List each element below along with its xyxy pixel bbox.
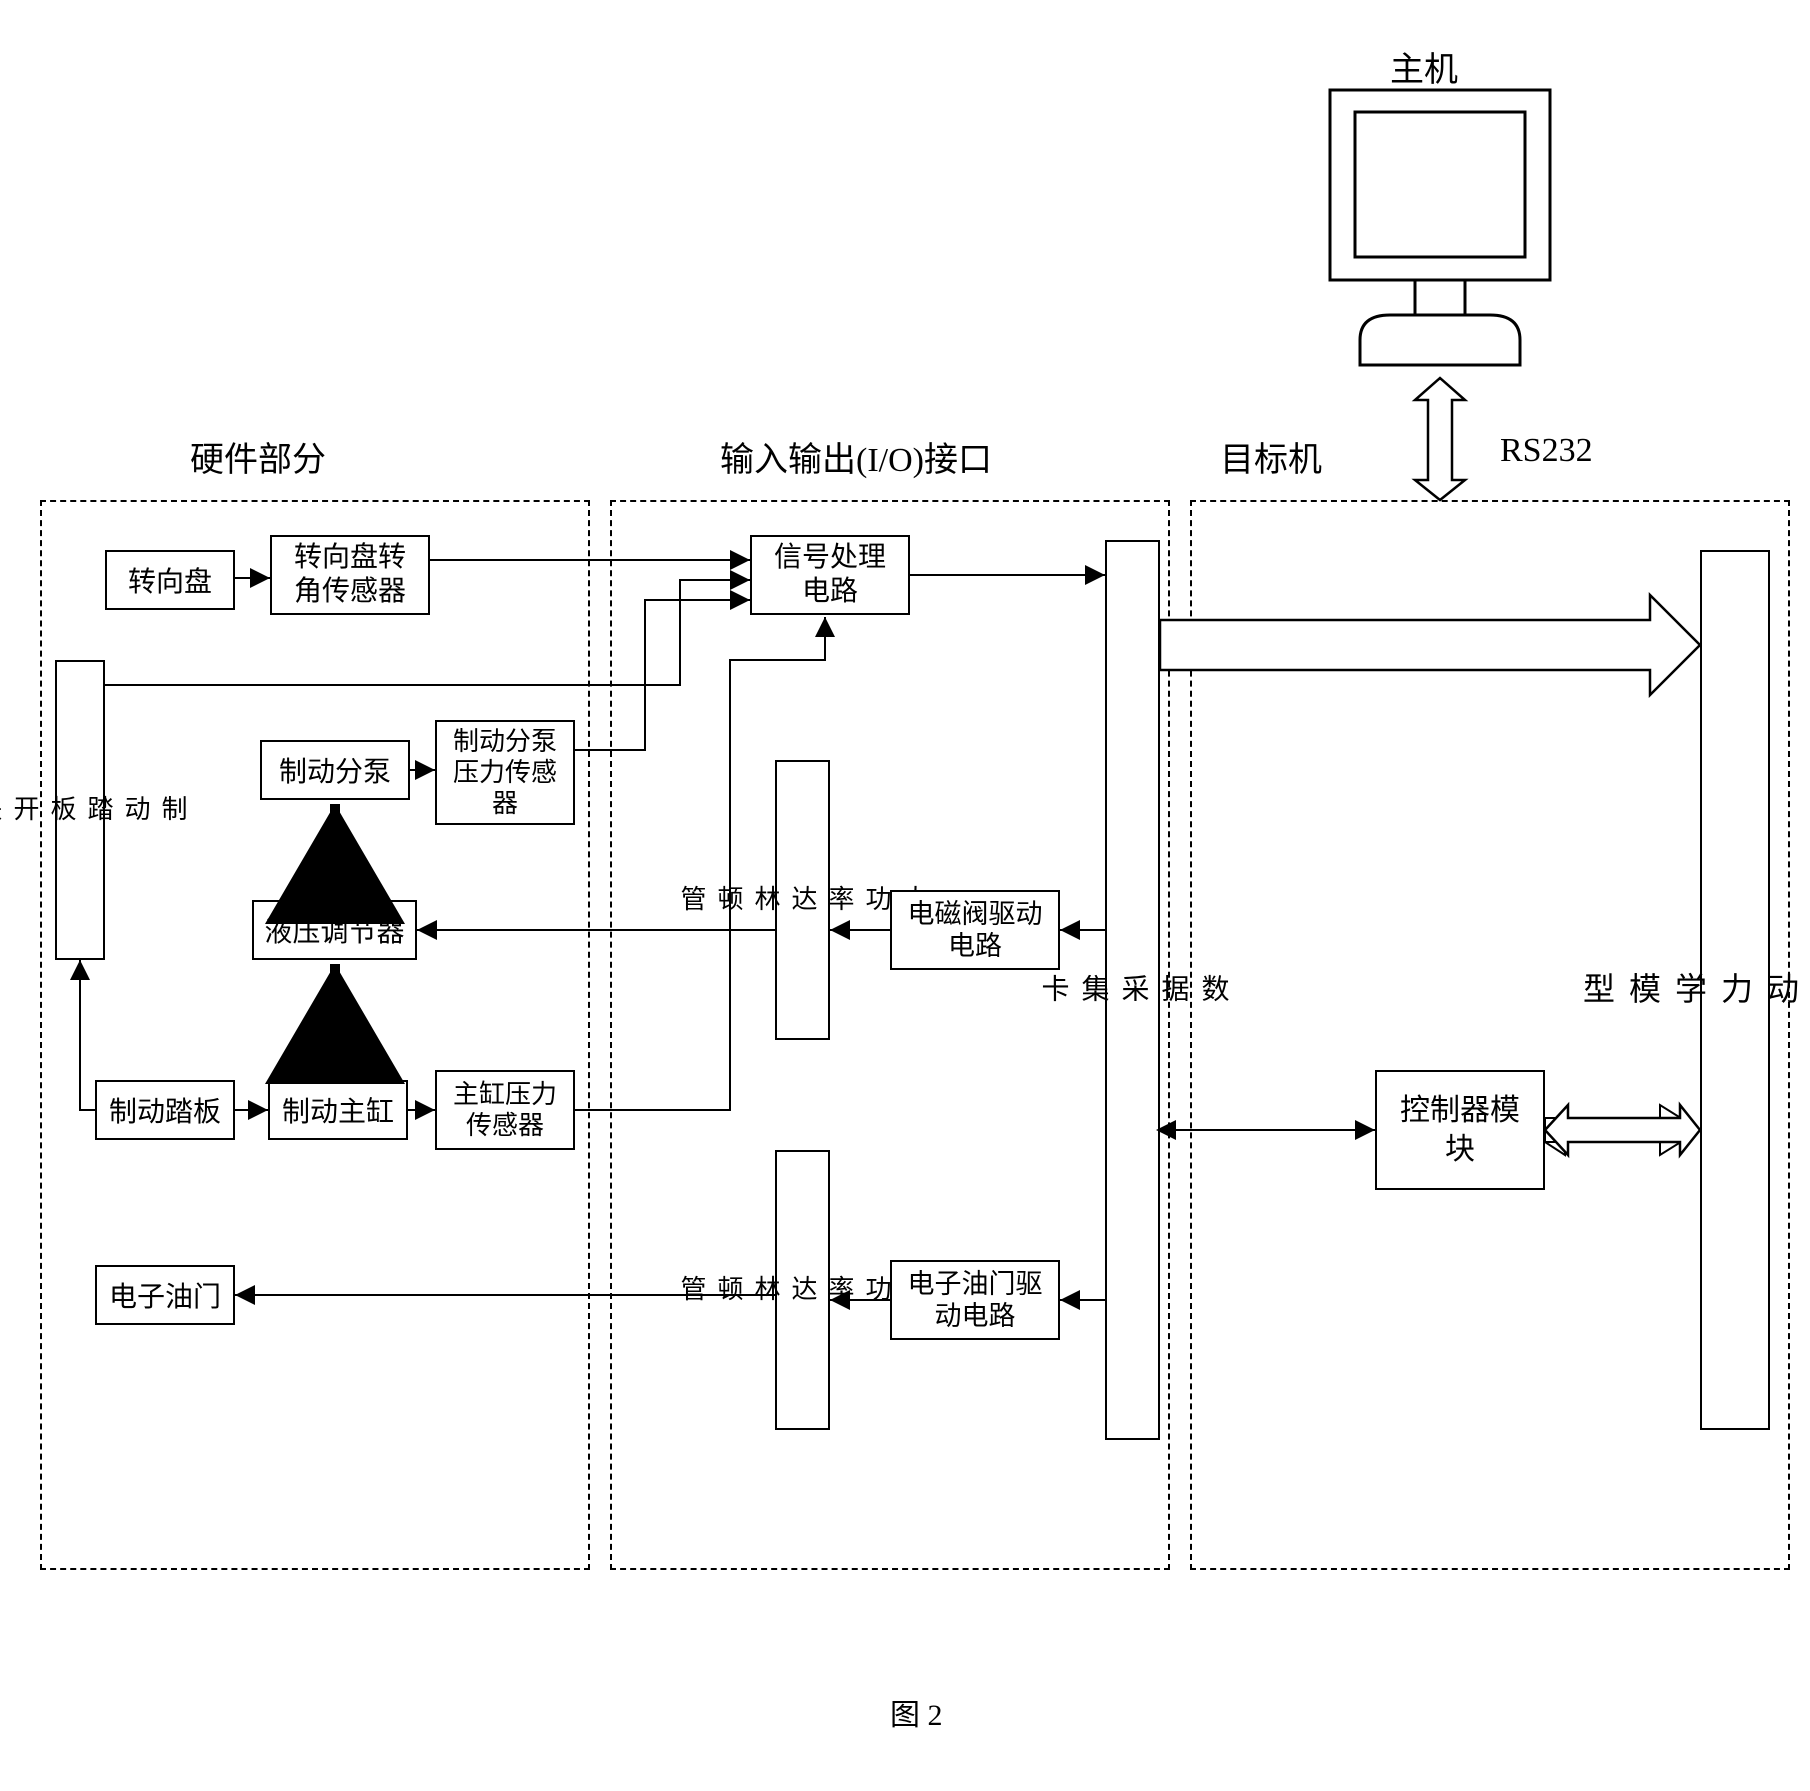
darlington-tube-1-box: 大功率达林顿管 <box>775 760 830 1040</box>
electronic-throttle-box: 电子油门 <box>95 1265 235 1325</box>
solenoid-drive-circuit-box: 电磁阀驱动电路 <box>890 890 1060 970</box>
brake-sub-pump-pressure-sensor-box: 制动分泵压力传感器 <box>435 720 575 825</box>
hardware-region <box>40 500 590 1570</box>
hardware-section-label: 硬件部分 <box>190 432 326 481</box>
data-acquisition-card-box: 数据采集卡 <box>1105 540 1160 1440</box>
target-machine-label: 目标机 <box>1220 432 1322 481</box>
rs232-label: RS232 <box>1500 432 1593 470</box>
controller-module-box: 控制器模块 <box>1375 1070 1545 1190</box>
darlington-tube-2-box: 大功率达林顿管 <box>775 1150 830 1430</box>
figure-caption: 图 2 <box>890 1690 943 1734</box>
diagram-canvas: 主机 硬件部分 输入输出(I/O)接口 目标机 RS232 转向盘 转向盘转角传… <box>20 20 1810 1771</box>
vehicle-dynamics-model-box: 车辆动力学模型 <box>1700 550 1770 1430</box>
steering-angle-sensor-box: 转向盘转角传感器 <box>270 535 430 615</box>
brake-pedal-box: 制动踏板 <box>95 1080 235 1140</box>
hydraulic-regulator-box: 液压调节器 <box>252 900 417 960</box>
master-cylinder-pressure-sensor-box: 主缸压力传感器 <box>435 1070 575 1150</box>
brake-sub-pump-box: 制动分泵 <box>260 740 410 800</box>
steering-wheel-box: 转向盘 <box>105 550 235 610</box>
throttle-drive-circuit-box: 电子油门驱动电路 <box>890 1260 1060 1340</box>
brake-pedal-switch-box: 制动踏板开关 <box>55 660 105 960</box>
signal-processing-circuit-box: 信号处理电路 <box>750 535 910 615</box>
brake-master-cylinder-box: 制动主缸 <box>268 1080 408 1140</box>
host-label: 主机 <box>1390 42 1458 91</box>
io-region <box>610 500 1170 1570</box>
io-section-label: 输入输出(I/O)接口 <box>720 432 992 481</box>
